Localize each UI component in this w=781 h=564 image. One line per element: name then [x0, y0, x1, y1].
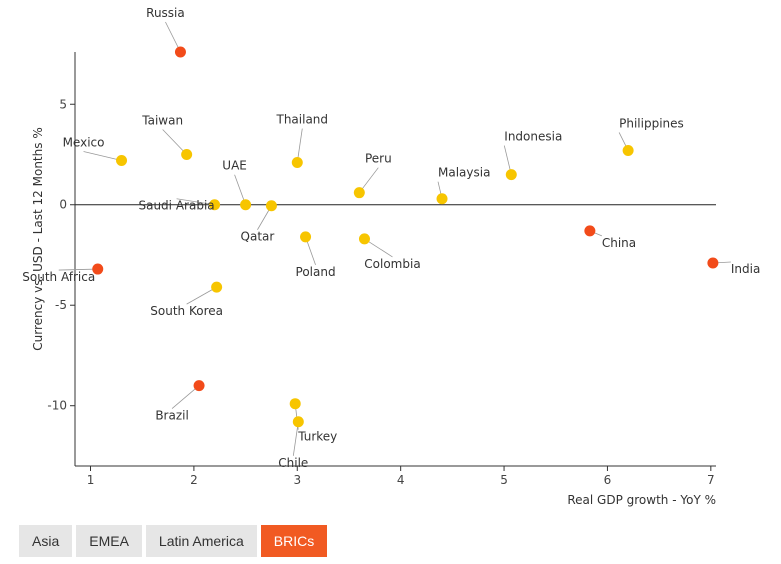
point-label: Qatar — [241, 230, 275, 244]
data-point — [289, 398, 301, 410]
x-tick-label: 4 — [397, 473, 405, 487]
point-label: Peru — [365, 152, 392, 166]
data-point — [92, 263, 104, 275]
point-label: Russia — [146, 6, 185, 20]
data-point — [358, 233, 370, 245]
tab-latin-america[interactable]: Latin America — [145, 525, 257, 557]
tab-brics[interactable]: BRICs — [260, 525, 328, 557]
x-tick-label: 6 — [604, 473, 612, 487]
leader-line — [58, 268, 98, 271]
data-point — [292, 416, 304, 428]
point-label: Mexico — [63, 136, 105, 150]
point-label: Colombia — [364, 257, 420, 271]
point-label: India — [731, 262, 760, 276]
data-point — [436, 193, 448, 205]
point-label: Turkey — [297, 430, 337, 444]
region-tabs: Asia EMEA Latin America BRICs — [19, 525, 328, 557]
leader-line — [186, 286, 217, 305]
data-point — [174, 46, 186, 58]
data-point — [265, 200, 277, 212]
point-label: Chile — [278, 456, 308, 470]
point-label: Indonesia — [504, 130, 562, 144]
data-point — [291, 157, 303, 169]
point-label: Malaysia — [438, 166, 490, 180]
point-label: UAE — [222, 159, 247, 173]
point-label: Brazil — [155, 409, 189, 423]
point-label: South Africa — [22, 270, 95, 284]
leader-line — [162, 129, 187, 155]
leader-line — [176, 198, 215, 206]
leader-line — [292, 421, 299, 456]
data-point — [300, 231, 312, 243]
data-point — [584, 225, 596, 237]
data-point — [181, 148, 193, 160]
tab-emea[interactable]: EMEA — [76, 525, 142, 557]
x-tick-label: 7 — [707, 473, 715, 487]
x-tick-label: 2 — [190, 473, 198, 487]
point-label: Poland — [296, 265, 336, 279]
tab-asia[interactable]: Asia — [19, 525, 73, 557]
x-tick-label: 1 — [87, 473, 95, 487]
y-axis-title: Currency vs. USD - Last 12 Months % — [31, 127, 45, 350]
leader-line — [364, 238, 393, 258]
point-label: Philippines — [619, 116, 684, 130]
x-tick-label: 3 — [293, 473, 301, 487]
point-label: Thailand — [276, 113, 329, 127]
y-tick-label: 5 — [59, 97, 67, 111]
data-point — [353, 187, 365, 199]
point-label: China — [602, 236, 636, 250]
y-tick-label: -10 — [47, 399, 67, 413]
y-tick-label: -5 — [55, 298, 67, 312]
point-label: Saudi Arabia — [138, 199, 214, 213]
data-point — [622, 144, 634, 156]
data-point — [116, 155, 128, 167]
leader-line — [83, 151, 122, 161]
x-tick-label: 5 — [500, 473, 508, 487]
data-point — [707, 257, 719, 269]
data-point — [209, 199, 221, 211]
point-label: South Korea — [150, 304, 223, 318]
data-point — [505, 169, 517, 181]
scatter-chart: 1 2 3 4 5 6 7 -10 -5 0 5 Real GDP growth - YoY % Cur… — [22, 6, 760, 507]
data-point — [211, 281, 223, 293]
point-label: Taiwan — [141, 113, 183, 127]
leader-line — [171, 385, 200, 409]
data-point — [193, 380, 205, 392]
leader-line — [165, 21, 181, 53]
leader-line — [296, 128, 303, 163]
x-axis-title: Real GDP growth - YoY % — [567, 493, 716, 507]
data-point — [240, 199, 252, 211]
y-tick-label: 0 — [59, 198, 67, 212]
